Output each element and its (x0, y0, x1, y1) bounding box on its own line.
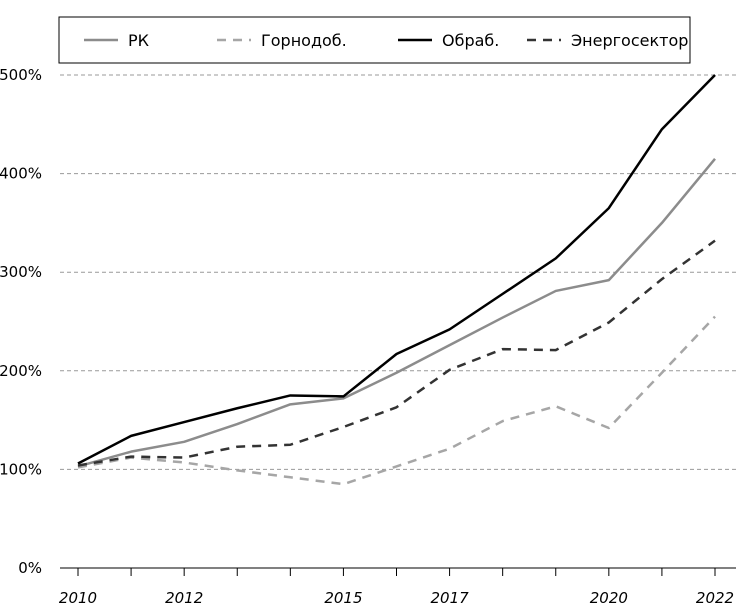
series-line (77, 74, 716, 465)
y-tick-label: 300% (0, 263, 42, 281)
y-tick-label: 200% (0, 362, 42, 380)
y-tick-label: 500% (0, 66, 42, 84)
x-tick-label: 2010 (59, 589, 97, 607)
series-layer (77, 74, 716, 486)
y-tick-label: 100% (0, 460, 42, 478)
series-line (77, 315, 716, 486)
series-line (77, 158, 716, 468)
series-line (77, 239, 716, 467)
x-tick-label: 2015 (324, 589, 362, 607)
legend-label: Обраб. (442, 31, 499, 50)
x-tick-label: 2012 (165, 589, 203, 607)
gridlines (60, 74, 736, 470)
x-tick-label: 2022 (696, 589, 734, 607)
legend-label: РК (128, 31, 150, 50)
x-tick-label: 2017 (430, 589, 469, 607)
y-axis-ticks: 0% 100% 200% 300% 400% 500% (0, 66, 42, 577)
y-tick-label: 400% (0, 165, 42, 183)
x-tick-label: 2020 (590, 589, 628, 607)
legend-box (58, 16, 691, 64)
y-tick-label: 0% (18, 559, 42, 577)
legend-label: Горнодоб. (261, 31, 347, 50)
x-axis: 2010 2012 2015 2017 2020 2022 (59, 567, 736, 607)
legend: РК Горнодоб. Обраб. Энергосектор (58, 16, 691, 64)
legend-label: Энергосектор (571, 31, 688, 50)
